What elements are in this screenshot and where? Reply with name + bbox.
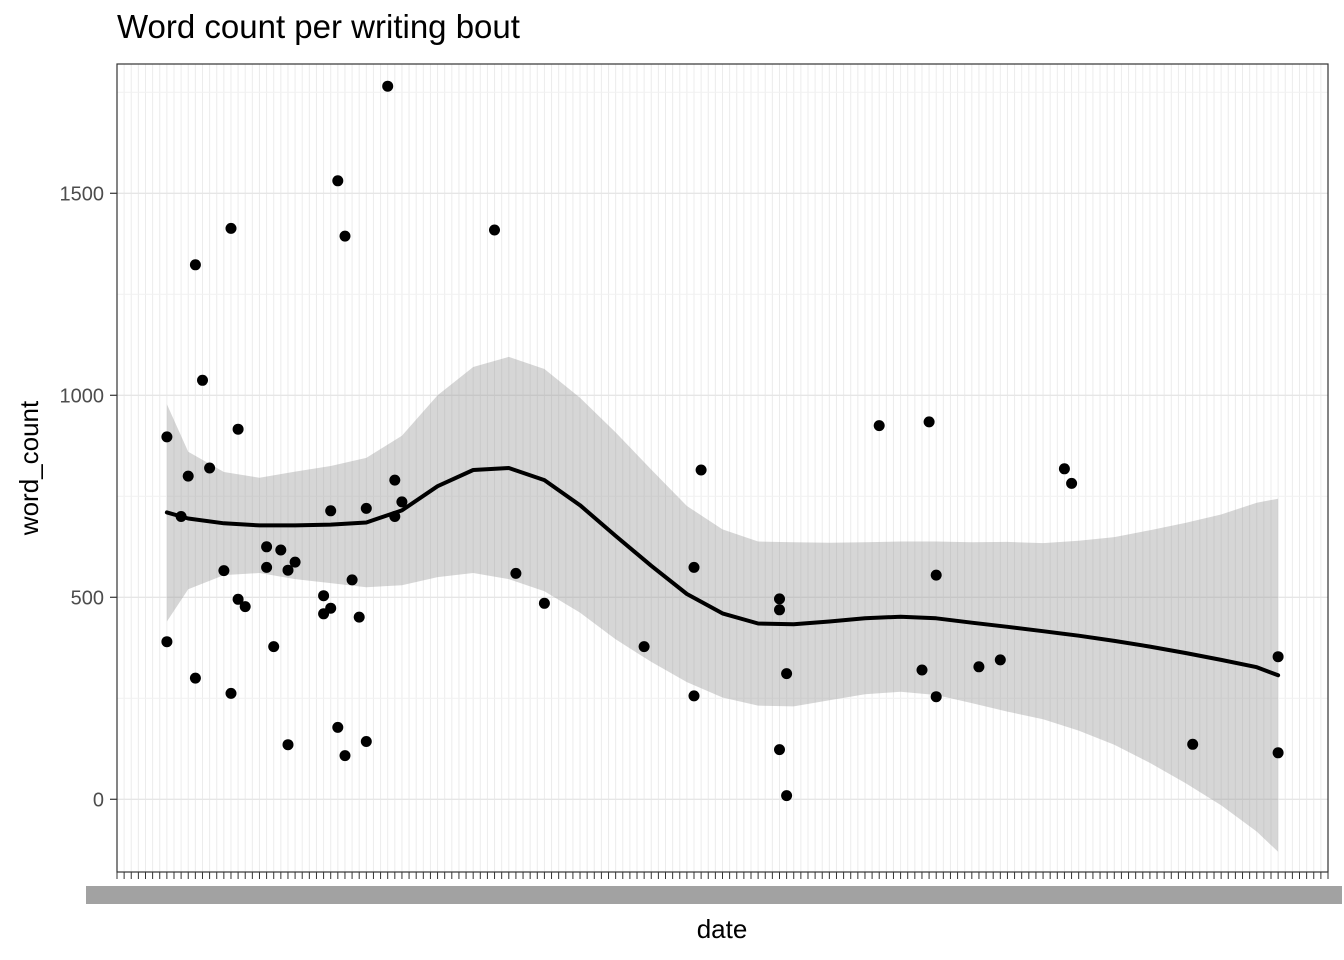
data-point bbox=[268, 641, 280, 653]
y-axis: 0 500 1000 1500 bbox=[60, 183, 117, 811]
data-point bbox=[261, 561, 273, 573]
data-point bbox=[489, 224, 500, 236]
data-point bbox=[225, 687, 237, 699]
data-point bbox=[781, 790, 793, 802]
data-point bbox=[973, 661, 985, 673]
y-tick-label: 1000 bbox=[60, 385, 105, 407]
data-point bbox=[781, 668, 793, 680]
data-point bbox=[1066, 477, 1078, 489]
data-point bbox=[275, 544, 287, 556]
data-point bbox=[239, 601, 251, 613]
smooth-curve bbox=[164, 466, 1281, 678]
data-point bbox=[161, 636, 173, 648]
data-point bbox=[225, 222, 237, 234]
data-point bbox=[638, 641, 650, 653]
data-point bbox=[232, 423, 244, 435]
y-axis-title: word_count bbox=[14, 400, 44, 536]
data-point bbox=[346, 574, 358, 586]
data-point bbox=[189, 259, 201, 271]
data-point bbox=[930, 691, 942, 703]
confidence-band-area bbox=[166, 356, 1279, 852]
data-point bbox=[1187, 738, 1199, 750]
grid-lines bbox=[116, 64, 1329, 872]
data-point bbox=[289, 556, 301, 568]
data-point bbox=[774, 744, 785, 756]
data-point bbox=[360, 502, 372, 514]
data-point bbox=[282, 564, 294, 576]
data-point bbox=[360, 736, 372, 747]
data-point bbox=[873, 420, 885, 432]
data-point bbox=[232, 593, 244, 605]
data-point bbox=[923, 416, 935, 428]
data-point bbox=[325, 602, 337, 614]
data-point bbox=[994, 654, 1006, 666]
data-point bbox=[353, 611, 365, 623]
data-point bbox=[396, 496, 408, 508]
confidence-band bbox=[166, 356, 1279, 852]
data-point bbox=[688, 690, 700, 702]
data-point bbox=[318, 590, 330, 602]
y-tick-label: 500 bbox=[71, 587, 104, 609]
data-point bbox=[182, 470, 194, 482]
y-tick-label: 0 bbox=[93, 789, 104, 811]
data-point bbox=[695, 464, 707, 476]
data-point bbox=[1058, 463, 1070, 475]
data-point bbox=[282, 739, 294, 751]
data-point bbox=[332, 721, 344, 733]
data-point bbox=[1272, 747, 1284, 759]
data-point bbox=[339, 750, 351, 762]
x-axis-title: date bbox=[697, 914, 748, 944]
data-point bbox=[261, 541, 273, 553]
data-point bbox=[916, 664, 928, 676]
smooth-line bbox=[164, 466, 1281, 678]
data-point bbox=[204, 462, 216, 474]
data-points bbox=[161, 80, 1284, 802]
data-point bbox=[382, 80, 394, 92]
y-tick-label: 1500 bbox=[60, 183, 105, 205]
data-point bbox=[197, 374, 208, 386]
x-axis bbox=[86, 872, 1342, 904]
data-point bbox=[325, 505, 337, 517]
data-point bbox=[538, 597, 550, 609]
chart-title: Word count per writing bout bbox=[117, 8, 520, 45]
data-point bbox=[774, 593, 785, 605]
data-point bbox=[930, 569, 942, 581]
data-point bbox=[389, 474, 401, 486]
data-point bbox=[332, 175, 344, 187]
data-point bbox=[510, 567, 522, 579]
data-point bbox=[189, 672, 201, 684]
x-tick-labels-overlap bbox=[86, 886, 1342, 904]
data-point bbox=[218, 565, 230, 577]
data-point bbox=[161, 431, 173, 443]
data-point bbox=[688, 561, 700, 573]
data-point bbox=[774, 604, 785, 616]
data-point bbox=[1272, 651, 1284, 663]
data-point bbox=[339, 230, 351, 242]
